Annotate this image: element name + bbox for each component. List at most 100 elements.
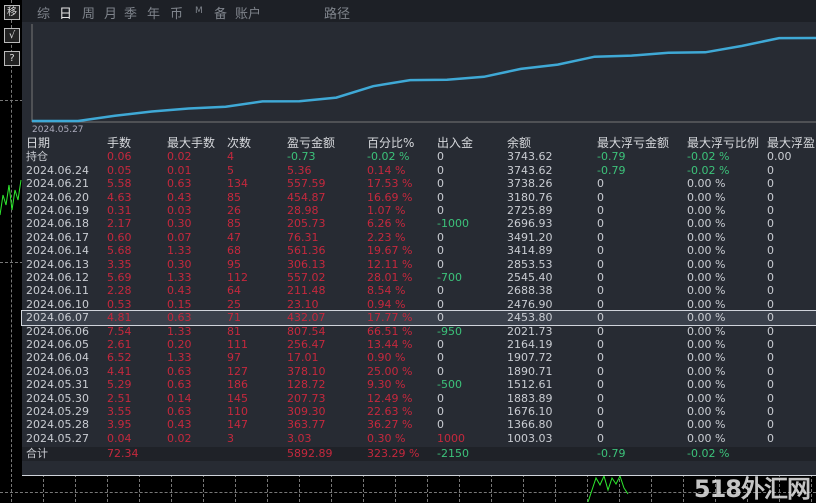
cell-6: 出入金 xyxy=(437,136,474,150)
cell-7: 1676.10 xyxy=(507,405,553,418)
table-row[interactable]: 2024.06.10 0.53 0.15 25 23.10 0.94 % 0 2476.90 0… xyxy=(22,298,816,311)
cell-9: 0.00 % xyxy=(687,431,726,445)
cell-9: 0.00 % xyxy=(687,271,726,284)
cell-9: 0.00 % xyxy=(687,284,726,298)
tab-3[interactable]: 月 xyxy=(104,7,118,22)
tab-5[interactable]: 年 xyxy=(147,7,161,22)
cell-4: 557.02 xyxy=(287,271,326,284)
cell-0: 2024.06.17 xyxy=(26,230,89,244)
side-toolbar: 移 √? xyxy=(0,0,22,140)
cell-9: -0.02 % xyxy=(687,163,730,177)
cell-9: 0.00 % xyxy=(687,244,726,258)
cell-6: 0 xyxy=(437,311,444,325)
cell-3: 3 xyxy=(227,431,234,445)
cell-1: 3.55 xyxy=(107,405,132,418)
cell-8: 0 xyxy=(597,271,604,284)
cell-5: 25.00 % xyxy=(367,364,413,378)
cell-9: 0.00 % xyxy=(687,311,726,325)
cell-4: 211.48 xyxy=(287,284,326,298)
cell-7: 2476.90 xyxy=(507,297,553,311)
table-row[interactable]: 2024.05.31 5.29 0.63 186 128.72 9.30 % -500 151… xyxy=(22,378,816,391)
cell-0: 2024.06.12 xyxy=(26,271,89,284)
tab-8[interactable]: 备 xyxy=(214,7,228,22)
cell-5: 2.23 % xyxy=(367,230,406,244)
cell-7: 1907.72 xyxy=(507,351,553,365)
tab-2[interactable]: 周 xyxy=(82,7,96,22)
cell-3: 71 xyxy=(227,311,241,325)
table-row[interactable]: 2024.05.29 3.55 0.63 110 309.30 22.63 % 0 1676.… xyxy=(22,405,816,418)
cell-8: -0.79 xyxy=(597,163,626,177)
cell-2: 0.30 xyxy=(167,257,192,271)
cell-1: 0.05 xyxy=(107,163,132,177)
cell-3: 81 xyxy=(227,324,241,338)
table-row[interactable]: 2024.06.17 0.60 0.07 47 76.31 2.23 % 0 3491.20 0… xyxy=(22,231,816,244)
cell-4: 23.10 xyxy=(287,297,319,311)
cell-8: 0 xyxy=(597,405,604,418)
cell-6: 0 xyxy=(437,405,444,418)
cell-6: 0 xyxy=(437,163,444,177)
table-row[interactable]: 2024.06.05 2.61 0.20 111 256.47 13.44 % 0 2164.… xyxy=(22,338,816,351)
table-row[interactable]: 2024.06.06 7.54 1.33 81 807.54 66.51 % -950 202… xyxy=(22,325,816,338)
check-icon[interactable]: √ xyxy=(4,28,20,43)
cell-10: 最大浮盈 xyxy=(767,136,816,150)
cell-4: 557.59 xyxy=(287,177,326,191)
cell-8: 0 xyxy=(597,364,604,378)
cell-1: 2.61 xyxy=(107,338,132,351)
table-row[interactable]: 2024.06.20 4.63 0.43 85 454.87 16.69 % 0 3180.7… xyxy=(22,191,816,204)
cell-9: 0.00 % xyxy=(687,405,726,418)
cell-0: 2024.05.27 xyxy=(26,431,89,445)
cell-1: 5.29 xyxy=(107,378,132,392)
cell-7: 2453.80 xyxy=(507,311,553,325)
cell-2: 0.63 xyxy=(167,378,192,392)
table-row[interactable]: 2024.05.27 0.04 0.02 3 3.03 0.30 % 1000 1003.03… xyxy=(22,432,816,445)
cell-1: 5.58 xyxy=(107,177,132,191)
cell-1: 0.53 xyxy=(107,297,132,311)
cell-8: 0 xyxy=(597,378,604,392)
cell-7: 2696.93 xyxy=(507,217,553,231)
cell-2: 0.43 xyxy=(167,418,192,432)
cell-5: 22.63 % xyxy=(367,405,413,418)
cell-8: 最大浮亏金额 xyxy=(597,136,670,150)
cell-0: 2024.06.20 xyxy=(26,190,89,204)
table-row[interactable]: 2024.06.24 0.05 0.01 5 5.36 0.14 % 0 3743.62 -0.… xyxy=(22,164,816,177)
table-row[interactable]: 2024.06.18 2.17 0.30 85 205.73 6.26 % -1000 269… xyxy=(22,217,816,230)
table-row[interactable]: 2024.06.12 5.69 1.33 112 557.02 28.01 % -700 25… xyxy=(22,271,816,284)
cell-7: 2688.38 xyxy=(507,284,553,298)
cell-10: 0 xyxy=(767,284,774,298)
move-icon[interactable]: 移 xyxy=(4,5,20,20)
table-row[interactable]: 2024.06.21 5.58 0.63 134 557.59 17.53 % 0 3738.… xyxy=(22,177,816,190)
tab-7[interactable]: M xyxy=(195,6,203,16)
cell-3: 64 xyxy=(227,284,241,298)
table-row[interactable]: 2024.06.03 4.41 0.63 127 378.10 25.00 % 0 1890.… xyxy=(22,365,816,378)
cell-10: 0 xyxy=(767,163,774,177)
help-icon[interactable]: ? xyxy=(4,51,20,66)
cell-3: 85 xyxy=(227,190,241,204)
table-row[interactable]: 2024.06.19 0.31 0.03 26 28.98 1.07 % 0 2725.89 0… xyxy=(22,204,816,217)
cell-2: 最大手数 xyxy=(167,136,216,150)
table-row[interactable]: 2024.06.04 6.52 1.33 97 17.01 0.90 % 0 1907.72 0… xyxy=(22,351,816,364)
cell-3: 110 xyxy=(227,405,248,418)
cell-6: 0 xyxy=(437,177,444,191)
cell-0: 合计 xyxy=(26,447,48,461)
tab-4[interactable]: 季 xyxy=(124,7,138,22)
table-row[interactable]: 2024.05.30 2.51 0.14 145 207.73 12.49 % 0 1883.… xyxy=(22,392,816,405)
cell-2: 0.03 xyxy=(167,204,192,217)
table-row[interactable]: 2024.06.14 5.68 1.33 68 561.36 19.67 % 0 3414.8… xyxy=(22,244,816,257)
cell-1: 2.17 xyxy=(107,217,132,231)
position-row: 持仓 0.06 0.02 4 -0.73 -0.02 % 0 3743.62 -0.79 -0.0… xyxy=(22,150,816,163)
tab-6[interactable]: 币 xyxy=(170,7,184,22)
cell-0: 2024.06.19 xyxy=(26,204,89,217)
price-bars xyxy=(587,474,629,502)
cell-10: 0 xyxy=(767,230,774,244)
tab-0[interactable]: 综 xyxy=(37,7,51,22)
cell-0: 2024.05.30 xyxy=(26,391,89,405)
cell-0: 2024.05.29 xyxy=(26,405,89,418)
table-row[interactable]: 2024.05.28 3.95 0.43 147 363.77 36.27 % 0 1366.… xyxy=(22,418,816,431)
table-row[interactable]: 2024.06.13 3.35 0.30 95 306.13 12.11 % 0 2853.5… xyxy=(22,258,816,271)
tab-10[interactable]: 路径 xyxy=(324,7,351,22)
table-row[interactable]: 2024.06.07 4.81 0.63 71 432.07 17.77 % 0 2453.8… xyxy=(21,310,816,326)
tab-9[interactable]: 账户 xyxy=(235,7,262,22)
tab-1[interactable]: 日 xyxy=(59,7,73,22)
table-row[interactable]: 2024.06.11 2.28 0.43 64 211.48 8.54 % 0 2688.38… xyxy=(22,284,816,297)
cell-5: -0.02 % xyxy=(367,150,410,164)
